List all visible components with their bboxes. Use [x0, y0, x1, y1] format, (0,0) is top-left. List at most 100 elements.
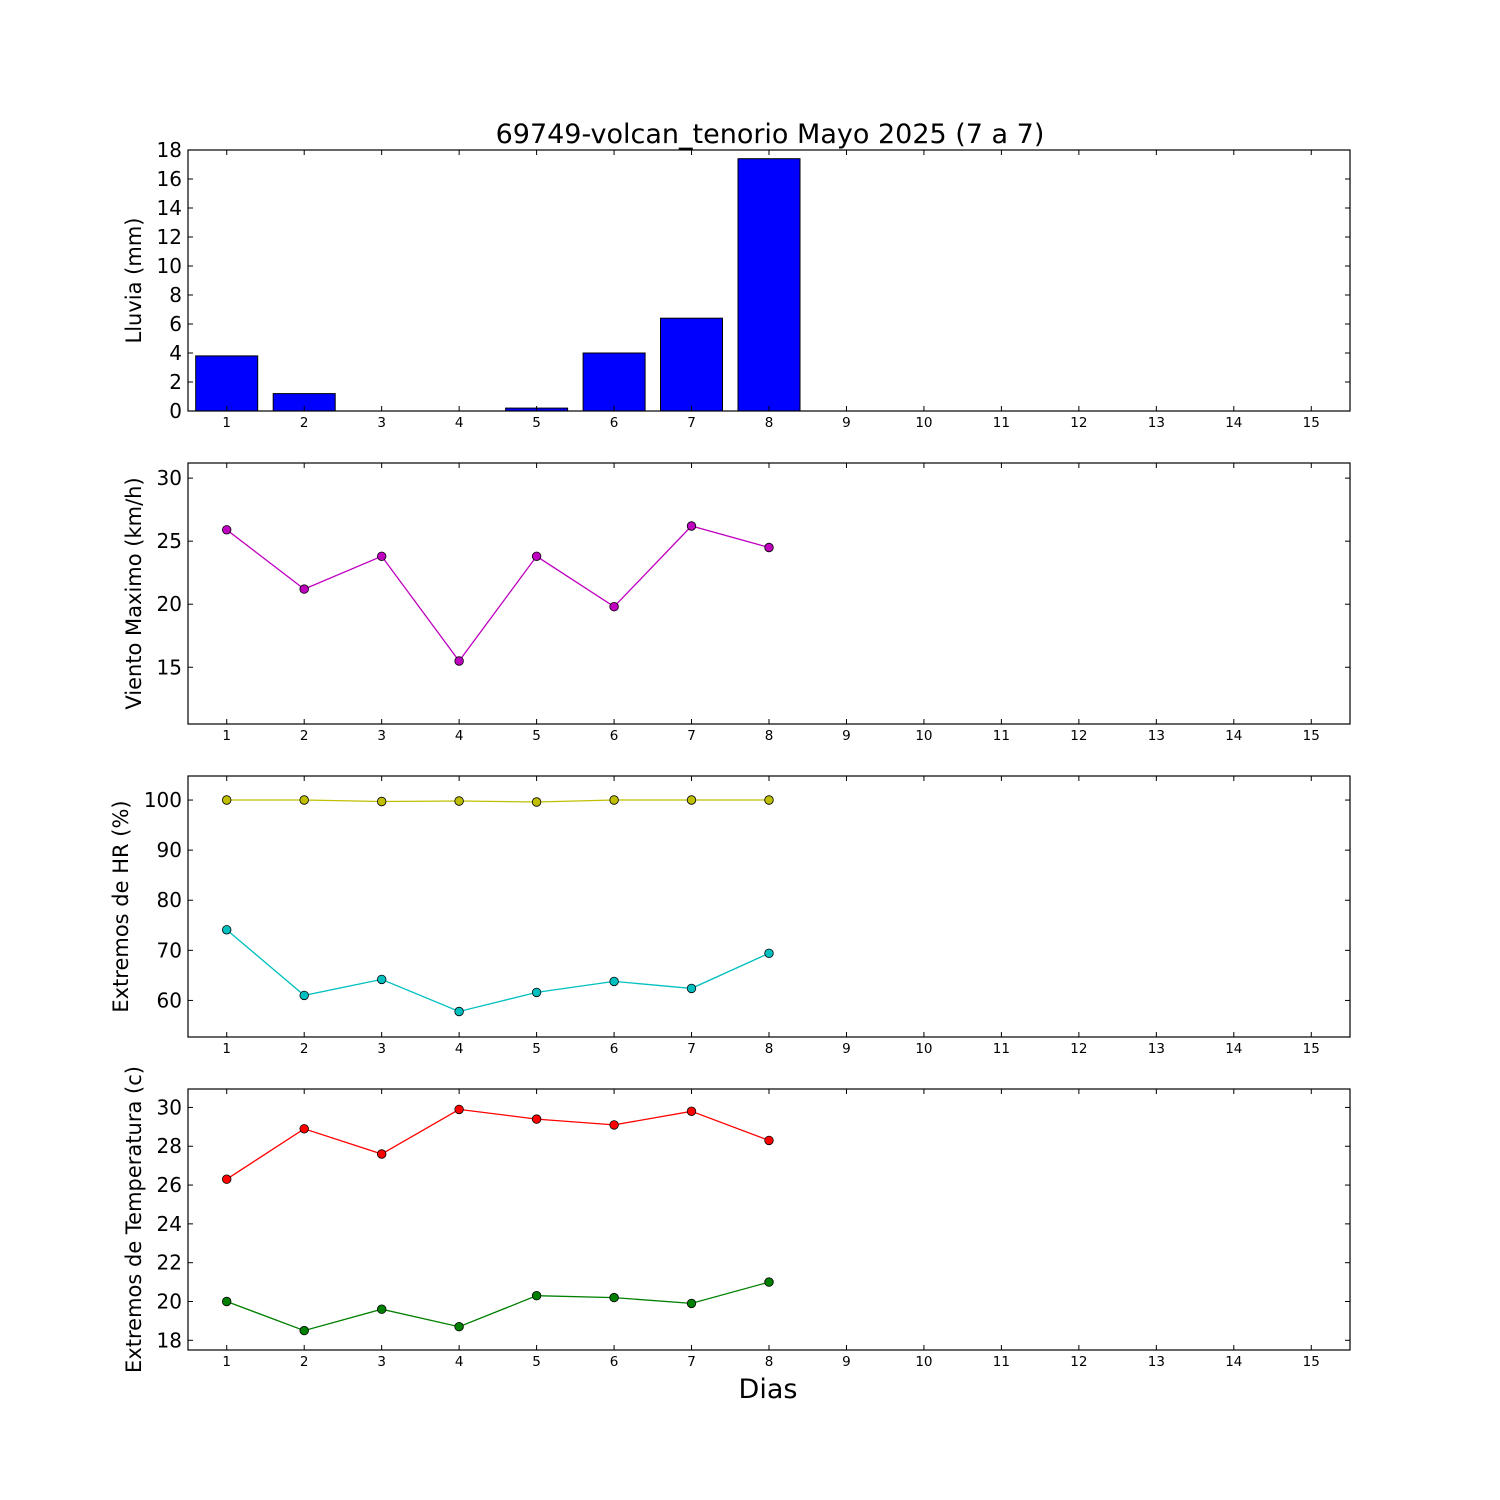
chart-panel-3: 1 2 3 4 5 6 7 8 9 10 11 12 13 14 1560708090100Extremos… — [109, 775, 1351, 1057]
series-2-point-day-3 — [377, 1304, 387, 1314]
x-tick-label: 12 — [1070, 1041, 1087, 1057]
x-tick-label: 11 — [993, 1041, 1010, 1057]
y-tick-label: 2 — [169, 370, 182, 394]
series-1-point-day-6 — [609, 1120, 619, 1130]
y-tick-label: 24 — [157, 1212, 182, 1236]
y-tick-label: 28 — [157, 1134, 182, 1158]
x-tick-label: 3 — [377, 415, 386, 431]
series-1-point-day-2 — [299, 1124, 309, 1134]
x-tick-label: 5 — [532, 415, 541, 431]
y-tick-label: 0 — [169, 399, 182, 423]
series-2-point-day-1 — [221, 925, 232, 935]
x-tick-label: 11 — [993, 728, 1010, 744]
y-tick-label: 8 — [169, 283, 182, 307]
y-tick-label: 80 — [157, 888, 182, 912]
x-tick-label: 15 — [1303, 1354, 1320, 1370]
series-1-point-day-1 — [221, 795, 232, 805]
x-tick-label: 14 — [1225, 1041, 1242, 1057]
x-tick-label: 3 — [377, 728, 386, 744]
x-tick-label: 7 — [687, 728, 696, 744]
y-tick-label: 15 — [157, 655, 182, 679]
x-tick-label: 5 — [532, 1354, 541, 1370]
x-tick-label: 11 — [993, 1354, 1010, 1370]
series-line-1 — [226, 1108, 770, 1180]
y-tick-label: 10 — [157, 254, 182, 278]
chart-title: 69749-volcan_tenorio Mayo 2025 (7 a 7) — [496, 119, 1045, 150]
x-tick-label: 9 — [842, 1354, 851, 1370]
x-tick-label: 5 — [532, 1041, 541, 1057]
series-1-point-day-6 — [609, 602, 619, 612]
x-tick-label: 10 — [915, 728, 932, 744]
y-tick-label: 12 — [157, 225, 182, 249]
y-axis-label: Viento Maximo (km/h) — [122, 477, 146, 709]
x-tick-label: 6 — [610, 728, 619, 744]
series-2-point-day-3 — [377, 974, 387, 985]
y-tick-label: 14 — [157, 196, 182, 220]
series-line-1 — [226, 525, 770, 663]
series-1-point-day-7 — [686, 795, 697, 805]
x-tick-label: 9 — [842, 1041, 851, 1057]
x-tick-label: 6 — [610, 415, 619, 431]
chart-panel-1: 1 2 3 4 5 6 7 8 9 10 11 12 13 14 15024681012141618Lluv… — [122, 138, 1351, 431]
series-2-point-day-2 — [299, 1325, 309, 1336]
y-tick-label: 20 — [157, 592, 182, 616]
y-tick-label: 25 — [157, 529, 182, 553]
bar-day-6 — [582, 352, 646, 412]
series-line-2 — [226, 1281, 770, 1332]
x-axis-label: Dias — [739, 1374, 798, 1405]
series-1-point-day-2 — [299, 795, 309, 805]
x-tick-label: 10 — [915, 1041, 932, 1057]
series-1-point-day-5 — [531, 551, 542, 562]
series-2-point-day-6 — [609, 976, 619, 987]
x-tick-label: 15 — [1303, 728, 1320, 744]
series-1-point-day-4 — [454, 1104, 464, 1115]
series-2-point-day-5 — [531, 1290, 542, 1301]
x-tick-label: 4 — [455, 1041, 464, 1057]
series-1-point-day-4 — [454, 796, 464, 806]
series-2-point-day-8 — [764, 1277, 774, 1287]
x-tick-label: 13 — [1148, 728, 1165, 744]
series-1-point-day-1 — [221, 525, 232, 535]
y-tick-label: 6 — [169, 312, 182, 336]
x-tick-label: 12 — [1070, 1354, 1087, 1370]
x-tick-label: 8 — [765, 728, 774, 744]
y-tick-label: 90 — [157, 838, 182, 862]
y-tick-label: 18 — [157, 138, 182, 162]
x-tick-label: 2 — [300, 415, 309, 431]
x-tick-label: 13 — [1148, 1354, 1165, 1370]
series-1-point-day-3 — [377, 796, 387, 807]
series-1-point-day-8 — [764, 542, 774, 553]
y-tick-label: 18 — [157, 1328, 182, 1352]
x-tick-label: 4 — [455, 415, 464, 431]
y-tick-label: 16 — [157, 167, 182, 191]
series-1-point-day-1 — [221, 1174, 232, 1184]
x-tick-label: 4 — [455, 1354, 464, 1370]
x-tick-label: 12 — [1070, 728, 1087, 744]
chart-panel-4: 1 2 3 4 5 6 7 8 9 10 11 12 13 14 1518202224262830Extre… — [122, 1066, 1351, 1373]
y-tick-label: 20 — [157, 1289, 182, 1313]
series-line-1 — [226, 799, 769, 803]
y-axis-label: Extremos de Temperatura (c) — [122, 1066, 146, 1373]
x-tick-label: 8 — [765, 1041, 774, 1057]
series-2-point-day-7 — [686, 1298, 697, 1309]
y-tick-label: 4 — [169, 341, 182, 365]
bar-day-7 — [660, 317, 723, 412]
series-2-point-day-8 — [764, 948, 774, 959]
series-1-point-day-7 — [686, 1106, 697, 1117]
x-tick-label: 2 — [300, 728, 309, 744]
series-1-point-day-3 — [377, 551, 387, 562]
x-tick-label: 8 — [765, 415, 774, 431]
series-2-point-day-7 — [686, 983, 697, 994]
series-1-point-day-7 — [686, 521, 697, 531]
x-tick-label: 1 — [222, 415, 231, 431]
series-2-point-day-5 — [531, 987, 542, 998]
y-tick-label: 60 — [157, 988, 182, 1012]
x-tick-label: 4 — [455, 728, 464, 744]
x-tick-label: 7 — [687, 1354, 696, 1370]
series-1-point-day-5 — [531, 797, 542, 807]
x-tick-label: 15 — [1303, 415, 1320, 431]
y-tick-label: 30 — [157, 466, 182, 490]
x-tick-label: 5 — [532, 728, 541, 744]
x-tick-label: 13 — [1148, 415, 1165, 431]
